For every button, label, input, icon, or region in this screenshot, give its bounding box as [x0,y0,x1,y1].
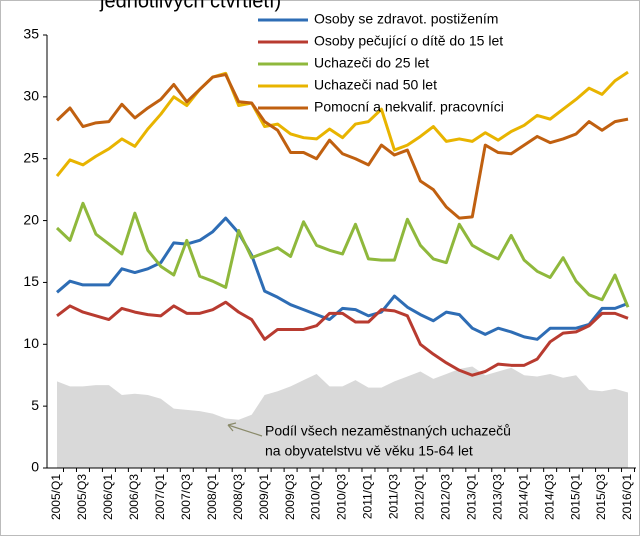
y-tick-label: 35 [23,26,39,42]
legend-label: Uchazeči nad 50 let [314,77,437,93]
x-tick-label: 2010/Q1 [309,474,323,520]
x-tick-label: 2011/Q3 [387,474,401,519]
x-tick-label: 2007/Q3 [179,474,193,520]
x-tick-label: 2016/Q1 [620,474,634,520]
line [55,201,630,308]
legend-label: Uchazeči do 25 let [314,55,429,71]
y-tick-label: 5 [31,397,39,413]
x-tick-label: 2012/Q1 [413,474,427,520]
y-tick-label: 10 [23,335,39,351]
x-tick-label: 2005/Q1 [49,474,63,520]
legend-label: Pomocní a nekvalif. pracovníci [314,99,504,115]
line [56,300,629,377]
line [56,216,629,341]
x-tick-label: 2014/Q1 [516,474,530,520]
annotation-arrow [227,424,263,437]
x-tick-label: 2008/Q3 [231,474,245,520]
annotation-arrowhead [227,422,237,432]
x-tick-label: 2015/Q1 [568,474,582,520]
y-tick-label: 20 [23,211,39,227]
x-tick-label: 2006/Q3 [127,474,141,520]
area [57,366,628,468]
x-tick-label: 2013/Q1 [464,474,478,520]
x-tick-label: 2011/Q1 [361,474,375,519]
chart-title: jednotlivých čtvrtletí) [99,0,281,12]
x-tick-label: 2005/Q3 [75,474,89,520]
y-tick-label: 30 [23,88,39,104]
legend-label: Osoby pečující o dítě do 15 let [314,33,503,49]
x-tick-label: 2006/Q1 [101,474,115,520]
x-tick-label: 2009/Q1 [257,474,271,520]
y-tick-label: 15 [23,273,39,289]
x-tick-label: 2010/Q3 [335,474,349,520]
line [55,73,629,220]
legend-label: Osoby se zdravot. postižením [314,11,498,27]
x-tick-label: 2014/Q3 [542,474,556,520]
line [55,70,629,177]
y-tick-label: 0 [31,459,39,475]
x-tick-label: 2008/Q1 [205,474,219,520]
x-tick-label: 2012/Q3 [438,474,452,520]
x-tick-label: 2013/Q3 [490,474,504,520]
annotation: Podíl všech nezaměstnaných uchazečů [265,423,511,439]
x-tick-label: 2007/Q1 [153,474,167,520]
x-tick-label: 2015/Q3 [594,474,608,520]
annotation: na obyvatelstvu vě věku 15-64 let [265,443,473,459]
y-tick-label: 25 [23,149,39,165]
x-tick-label: 2009/Q3 [283,474,297,520]
